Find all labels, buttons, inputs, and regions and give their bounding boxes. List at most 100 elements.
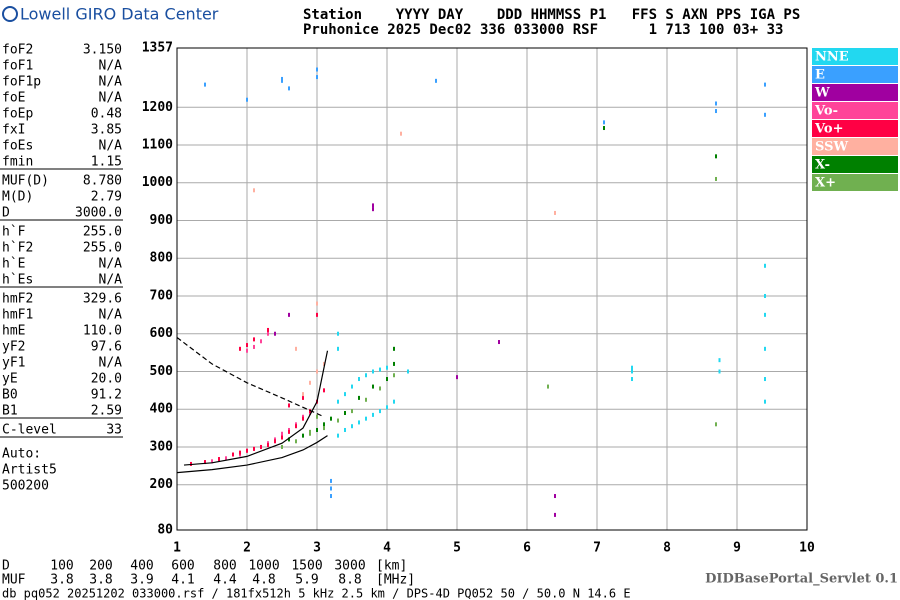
echo [323, 422, 325, 427]
table-value: 600 [171, 559, 194, 574]
echo [281, 76, 283, 81]
table-unit: [MHz] [376, 573, 415, 588]
echo [393, 399, 395, 404]
echo [323, 388, 325, 393]
echo [309, 380, 311, 385]
legend-swatch [812, 84, 898, 101]
x-tick-label: 6 [523, 541, 531, 556]
header-line: Station YYYY DAY DDD HHMMSS P1 FFS S AXN… [303, 7, 800, 23]
param-value: 255.0 [83, 241, 122, 256]
echo [764, 263, 766, 268]
param-name: foEs [2, 139, 33, 154]
echo [407, 369, 409, 374]
echo [764, 82, 766, 87]
y-tick-label: 900 [150, 213, 174, 228]
echo [281, 431, 283, 436]
y-tick-label: 1357 [142, 41, 173, 56]
echo [372, 384, 374, 389]
echo [204, 82, 206, 87]
echo [337, 433, 339, 438]
echo [386, 405, 388, 410]
table-value: 200 [89, 559, 112, 574]
table-value: 4.4 [213, 573, 237, 588]
param-value: 1.15 [91, 155, 122, 170]
echo [239, 346, 241, 351]
table-unit: [km] [376, 559, 407, 574]
legend-swatch [812, 120, 898, 137]
echo [365, 373, 367, 378]
param-name: M(D) [2, 190, 33, 205]
table-label: MUF [2, 573, 26, 588]
echo [358, 420, 360, 425]
table-value: 4.8 [252, 573, 275, 588]
echo [715, 109, 717, 114]
echo [260, 444, 262, 449]
param-value: 8.780 [83, 174, 122, 189]
echo [253, 337, 255, 342]
echo [498, 340, 500, 345]
autoscaler: Auto: [2, 447, 41, 462]
y-tick-label: 400 [150, 402, 174, 417]
table-value: 1500 [291, 559, 322, 574]
echo [225, 456, 227, 461]
profile-curve [183, 350, 329, 466]
legend-label: E [815, 68, 825, 83]
legend-swatch [812, 156, 898, 173]
echo [358, 395, 360, 400]
echo [246, 343, 248, 348]
echo [281, 435, 283, 440]
echo [386, 377, 388, 382]
echo [316, 75, 318, 80]
param-name: foE [2, 91, 25, 106]
table-value: 3000 [334, 559, 365, 574]
echo [372, 207, 374, 212]
echo [351, 409, 353, 414]
param-name: h`Es [2, 273, 33, 288]
echo [232, 452, 234, 457]
table-value: 3.8 [89, 573, 112, 588]
param-name: D [2, 206, 10, 221]
legend-label: NNE [815, 50, 849, 65]
echo [302, 392, 304, 397]
legend-label: Vo- [814, 104, 838, 119]
echo [288, 429, 290, 434]
echo [295, 346, 297, 351]
param-name: hmF1 [2, 308, 33, 323]
echo [393, 373, 395, 378]
x-tick-label: 1 [173, 541, 181, 556]
y-tick-label: 800 [150, 251, 174, 266]
echo [631, 377, 633, 382]
table-value: 800 [213, 559, 236, 574]
legend-label: SSW [815, 140, 848, 155]
echo [281, 444, 283, 449]
plot-area [176, 47, 808, 531]
param-value: 3000.0 [75, 206, 122, 221]
param-name: foF1p [2, 75, 41, 90]
legend-label: X+ [815, 176, 836, 191]
legend-swatch [812, 66, 898, 83]
param-value: 255.0 [83, 225, 122, 240]
echo [435, 78, 437, 83]
echo [239, 450, 241, 455]
echo [288, 403, 290, 408]
y-tick-label: 600 [150, 326, 174, 341]
echo [764, 377, 766, 382]
legend-swatch [812, 48, 898, 65]
y-tick-label: 500 [150, 364, 174, 379]
echo [316, 427, 318, 432]
param-value: N/A [99, 356, 123, 371]
y-tick-label: 300 [150, 439, 174, 454]
param-value: 20.0 [91, 372, 122, 387]
table-value: 5.9 [295, 573, 318, 588]
x-tick-label: 5 [453, 541, 461, 556]
param-value: N/A [99, 91, 123, 106]
echo [295, 424, 297, 429]
param-name: foF2 [2, 43, 33, 58]
echo [316, 301, 318, 306]
echo [316, 414, 318, 419]
param-value: 110.0 [83, 324, 122, 339]
legend-swatch [812, 138, 898, 155]
autoscaler: 500200 [2, 479, 49, 494]
logo: Lowell GIRO Data Center [20, 5, 219, 24]
param-name: C-level [2, 423, 57, 438]
